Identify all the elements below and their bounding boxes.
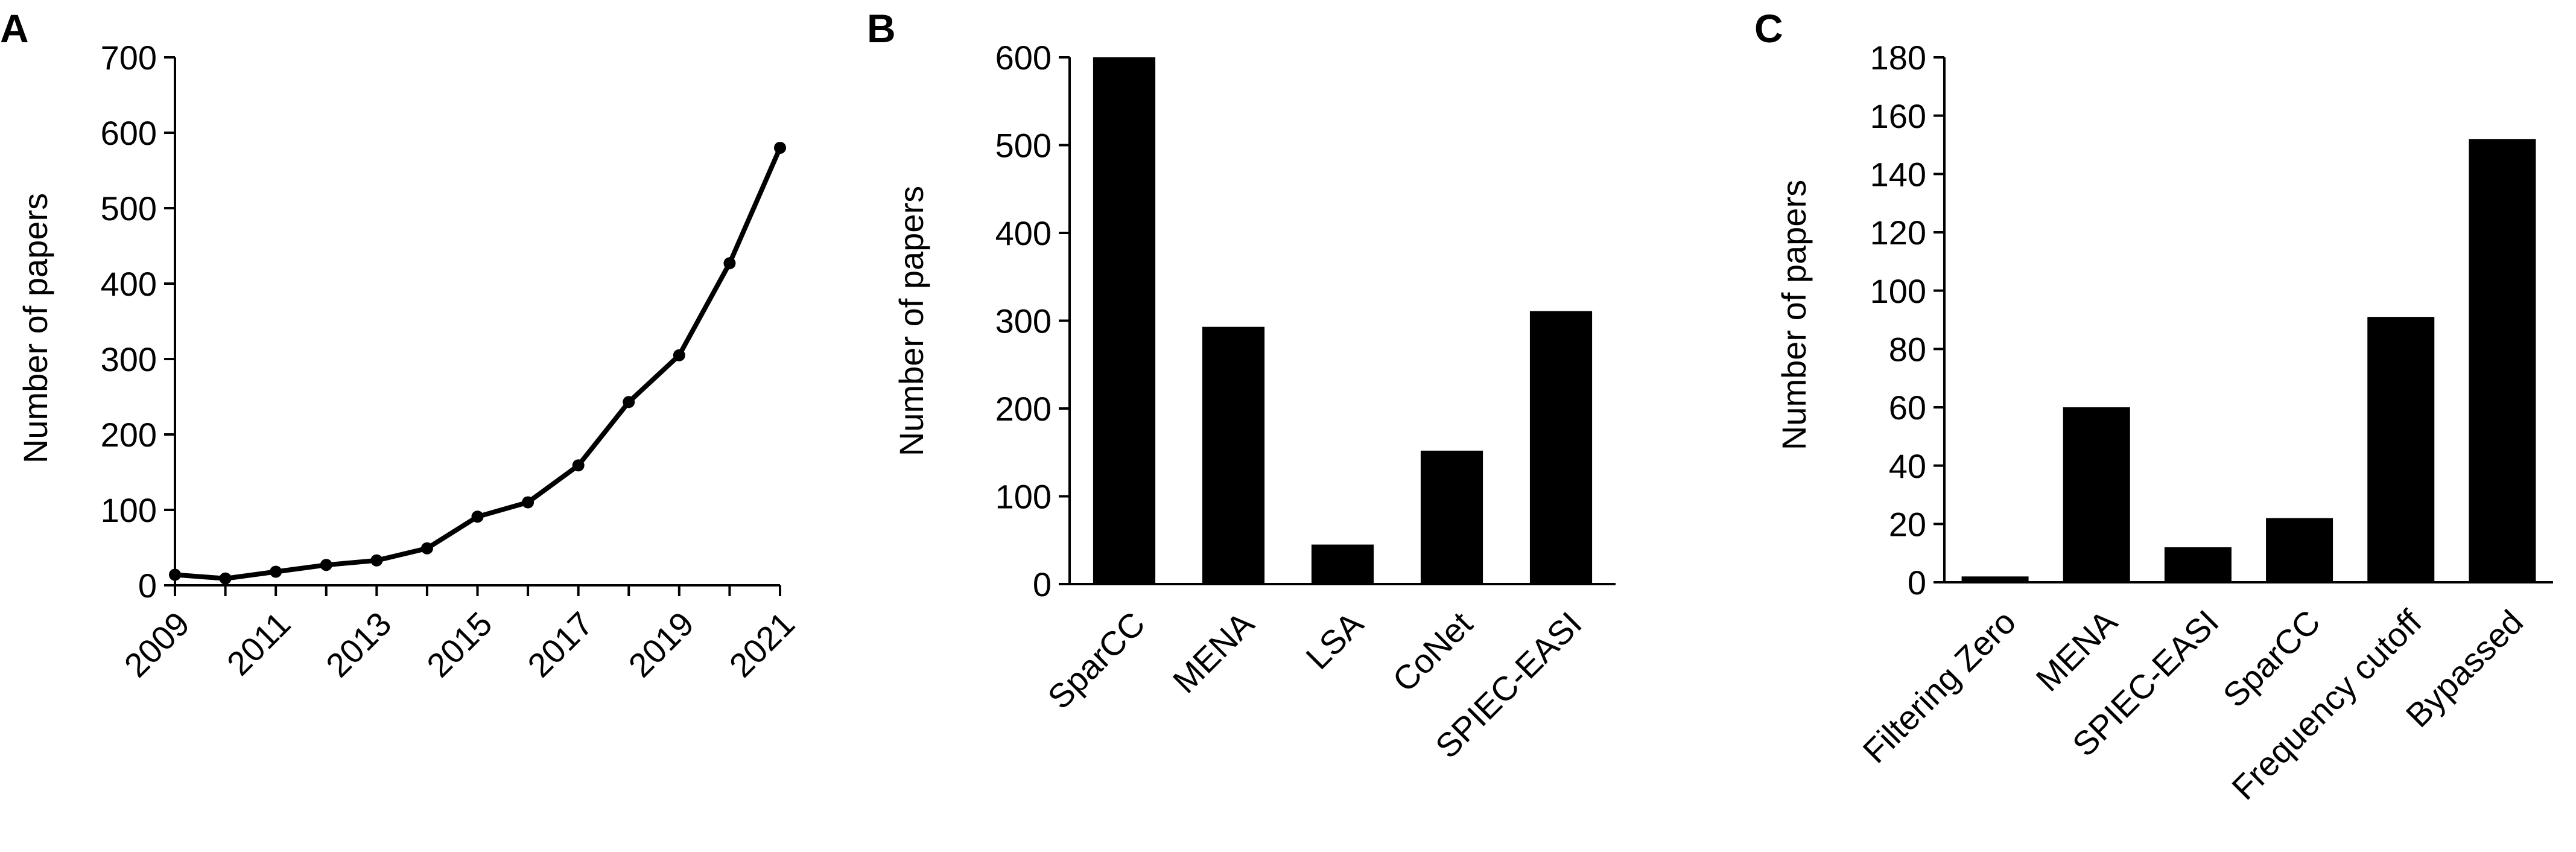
panel-a-x-tick-label: 2013 [319, 605, 399, 685]
panel-c-axes [1943, 57, 2553, 583]
panel-c-letter: C [1754, 6, 1783, 51]
panel-a-y-tick-label: 700 [101, 39, 157, 77]
panel-a-data-point [471, 510, 484, 523]
panel-c-y-tick-label: 100 [1870, 272, 1926, 310]
panel-c-y-tick-label: 120 [1870, 214, 1926, 252]
panel-a-line-series [169, 142, 786, 585]
panel-c-bars [1961, 139, 2536, 583]
panel-c-y-axis-title: Number of papers [1775, 180, 1813, 450]
panel-a-y-tick-label: 200 [101, 416, 157, 454]
panel-b-bar-chart: B Number of papers 0 100 200 300 400 500 600 S… [867, 6, 1616, 765]
panel-c-x-ticks: Filtering Zero MENASPIEC-EASISparCCFreque… [1855, 602, 2530, 807]
panel-c-bar [2164, 547, 2232, 582]
panel-b-x-tick-label: LSA [1298, 604, 1371, 676]
panel-c-bar [2469, 139, 2536, 583]
panel-b-x-tick-label: CoNet [1385, 604, 1480, 699]
panel-c-bar-chart: C Number of papers 0 20 40 60 80 100 120 140 160… [1754, 6, 2553, 807]
panel-a-axes [174, 57, 780, 587]
panel-a-data-point [370, 554, 383, 567]
panel-a-data-point [572, 459, 585, 472]
panel-a-data-point [420, 542, 433, 555]
panel-c-y-tick-label: 140 [1870, 155, 1926, 193]
panel-b-bar [1420, 450, 1483, 584]
panel-a-data-point [219, 572, 232, 585]
panel-a-line-chart: A Number of papers 0 100 200 300 400 500 600 70… [0, 6, 802, 684]
panel-a-y-tick-label: 100 [101, 491, 157, 529]
panel-b-y-tick-label: 300 [995, 302, 1052, 340]
panel-a-y-tick-label: 500 [101, 189, 157, 227]
panel-c-y-tick-label: 180 [1870, 39, 1926, 77]
panel-a-x-tick-label: 2011 [220, 605, 298, 683]
panel-b-letter: B [867, 6, 896, 51]
panel-c-bar [2266, 518, 2333, 582]
panel-a-y-tick-label: 0 [138, 567, 157, 605]
panel-a-data-point [673, 349, 685, 361]
panel-b-y-tick-label: 400 [995, 214, 1052, 252]
panel-c-x-tick-label: Frequency cutoff [2224, 602, 2429, 807]
panel-b-x-tick-label: SparCC [1040, 605, 1152, 716]
panel-a-y-tick-label: 300 [101, 340, 157, 378]
panel-c-y-tick-label: 60 [1889, 389, 1926, 427]
panel-a-x-tick-label: 2021 [722, 605, 802, 685]
panel-b-y-tick-label: 600 [995, 39, 1052, 77]
panel-b-bar [1529, 311, 1593, 584]
panel-b-y-tick-label: 100 [995, 478, 1052, 516]
panel-c-bar [2367, 317, 2435, 582]
panel-c-x-tick-label: MENA [2028, 602, 2124, 698]
panel-c-y-tick-label: 20 [1889, 505, 1926, 543]
panel-a-data-point [270, 565, 282, 578]
panel-b-y-tick-label: 200 [995, 390, 1052, 428]
panel-b-bar [1202, 326, 1265, 584]
panel-a-x-tick-label: 2017 [520, 605, 600, 685]
panel-a-x-ticks: 2009 2011 2013 2015 2017 2019 2021 [117, 585, 802, 684]
panel-a-y-tick-label: 400 [101, 265, 157, 303]
panel-b-bar [1093, 57, 1156, 584]
panel-a-x-tick-label: 2015 [419, 605, 500, 685]
panel-b-bar [1311, 544, 1374, 584]
panel-a-data-point [169, 568, 181, 581]
panel-b-y-tick-label: 500 [995, 127, 1052, 165]
panel-b-y-tick-label: 0 [1033, 565, 1052, 603]
panel-a-letter: A [0, 6, 29, 51]
panel-c-y-tick-label: 40 [1889, 447, 1926, 485]
panel-c-y-tick-label: 0 [1908, 564, 1926, 602]
panel-a-data-point [723, 257, 736, 270]
panel-b-y-ticks: 0 100 200 300 400 500 600 [995, 39, 1070, 603]
panel-c-y-tick-label: 160 [1870, 97, 1926, 135]
panel-a-data-point [320, 559, 332, 571]
panel-a-data-point [522, 496, 535, 509]
panel-b-x-tick-label: MENA [1166, 604, 1261, 700]
panel-a-data-point [774, 142, 786, 154]
panel-c-y-tick-label: 80 [1889, 330, 1926, 368]
panel-b-bars [1093, 57, 1593, 584]
panel-c-x-tick-label: Filtering Zero [1855, 603, 2023, 771]
panel-a-y-tick-label: 600 [101, 114, 157, 152]
panel-a-x-tick-label: 2019 [621, 605, 701, 685]
panel-c-y-ticks: 0 20 40 60 80 100 120 140 160 180 [1870, 39, 1944, 602]
panel-a-data-point [623, 396, 635, 409]
panel-a-x-tick-label: 2009 [117, 605, 197, 685]
panel-c-bar [1961, 576, 2029, 582]
panel-b-y-axis-title: Number of papers [892, 186, 930, 456]
panel-c-bar [2063, 407, 2130, 582]
panel-a-y-axis-title: Number of papers [16, 193, 54, 463]
panel-a-y-ticks: 0 100 200 300 400 500 600 700 [101, 39, 175, 605]
